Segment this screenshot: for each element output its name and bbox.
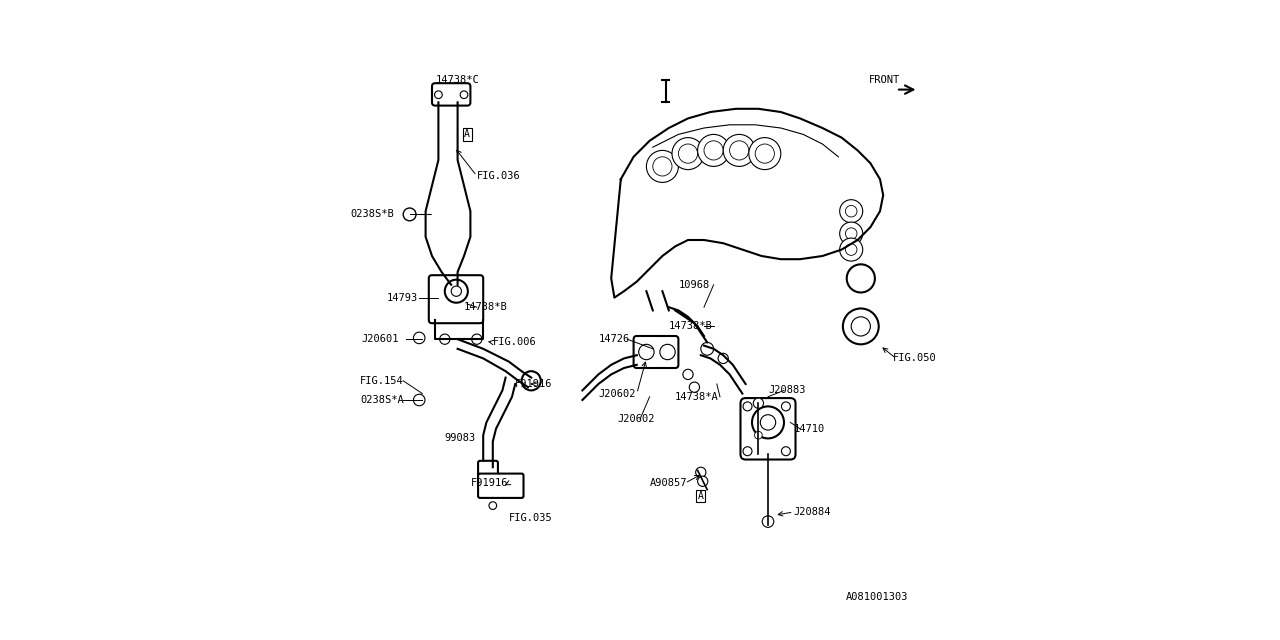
Circle shape — [755, 431, 763, 439]
FancyBboxPatch shape — [479, 461, 498, 479]
Circle shape — [723, 134, 755, 166]
Text: F91916: F91916 — [471, 478, 508, 488]
FancyBboxPatch shape — [634, 336, 678, 368]
Circle shape — [413, 394, 425, 406]
Circle shape — [840, 222, 863, 245]
Text: 99083: 99083 — [445, 433, 476, 444]
Text: FIG.050: FIG.050 — [893, 353, 937, 364]
Circle shape — [678, 144, 698, 163]
Circle shape — [760, 415, 776, 430]
Circle shape — [763, 516, 774, 527]
FancyBboxPatch shape — [740, 398, 796, 460]
Circle shape — [522, 371, 541, 390]
Text: 14738*B: 14738*B — [668, 321, 713, 332]
Circle shape — [742, 402, 753, 411]
Circle shape — [639, 344, 654, 360]
Text: A081001303: A081001303 — [846, 591, 909, 602]
Circle shape — [435, 91, 443, 99]
Text: J20884: J20884 — [794, 507, 831, 517]
Text: 10968: 10968 — [678, 280, 709, 290]
Circle shape — [489, 502, 497, 509]
Circle shape — [718, 353, 728, 364]
Circle shape — [755, 144, 774, 163]
Text: FIG.036: FIG.036 — [477, 171, 521, 181]
Text: 14738*B: 14738*B — [465, 302, 508, 312]
Circle shape — [847, 264, 876, 292]
Circle shape — [845, 205, 858, 217]
Text: J20883: J20883 — [768, 385, 805, 396]
Circle shape — [461, 91, 468, 99]
Circle shape — [845, 228, 858, 239]
Circle shape — [660, 344, 676, 360]
Text: J20602: J20602 — [618, 414, 655, 424]
Text: F91916: F91916 — [516, 379, 553, 389]
Circle shape — [840, 238, 863, 261]
Circle shape — [696, 467, 707, 477]
Circle shape — [472, 334, 483, 344]
Circle shape — [452, 286, 462, 296]
Circle shape — [742, 447, 753, 456]
Circle shape — [440, 334, 451, 344]
Circle shape — [781, 447, 791, 456]
Circle shape — [749, 138, 781, 170]
Circle shape — [698, 134, 730, 166]
Text: J20602: J20602 — [599, 388, 636, 399]
Circle shape — [701, 342, 714, 355]
FancyBboxPatch shape — [433, 83, 471, 106]
Circle shape — [646, 150, 678, 182]
Circle shape — [844, 308, 878, 344]
Text: FRONT: FRONT — [869, 75, 900, 85]
Circle shape — [653, 157, 672, 176]
Circle shape — [753, 406, 783, 438]
Circle shape — [445, 280, 468, 303]
Circle shape — [754, 398, 764, 408]
Text: FIG.006: FIG.006 — [493, 337, 536, 348]
FancyBboxPatch shape — [429, 275, 484, 323]
Text: 14738*A: 14738*A — [676, 392, 719, 402]
Circle shape — [840, 200, 863, 223]
Text: 0238S*A: 0238S*A — [361, 395, 404, 405]
Text: 0238S*B: 0238S*B — [351, 209, 394, 220]
Circle shape — [781, 402, 791, 411]
Text: 14793: 14793 — [387, 292, 419, 303]
FancyBboxPatch shape — [479, 474, 524, 498]
Circle shape — [689, 382, 699, 392]
Circle shape — [851, 317, 870, 336]
Text: A: A — [698, 491, 704, 501]
Circle shape — [845, 244, 858, 255]
Circle shape — [672, 138, 704, 170]
Text: A90857: A90857 — [650, 478, 687, 488]
Circle shape — [684, 369, 694, 380]
Circle shape — [730, 141, 749, 160]
Text: 14710: 14710 — [794, 424, 824, 434]
Text: J20601: J20601 — [362, 334, 399, 344]
Text: FIG.154: FIG.154 — [361, 376, 404, 386]
Circle shape — [704, 141, 723, 160]
Circle shape — [698, 476, 708, 486]
Text: 14726: 14726 — [599, 334, 630, 344]
Circle shape — [403, 208, 416, 221]
Circle shape — [413, 332, 425, 344]
Text: A: A — [465, 129, 470, 140]
Text: 14738*C: 14738*C — [435, 75, 480, 85]
Text: FIG.035: FIG.035 — [508, 513, 553, 524]
